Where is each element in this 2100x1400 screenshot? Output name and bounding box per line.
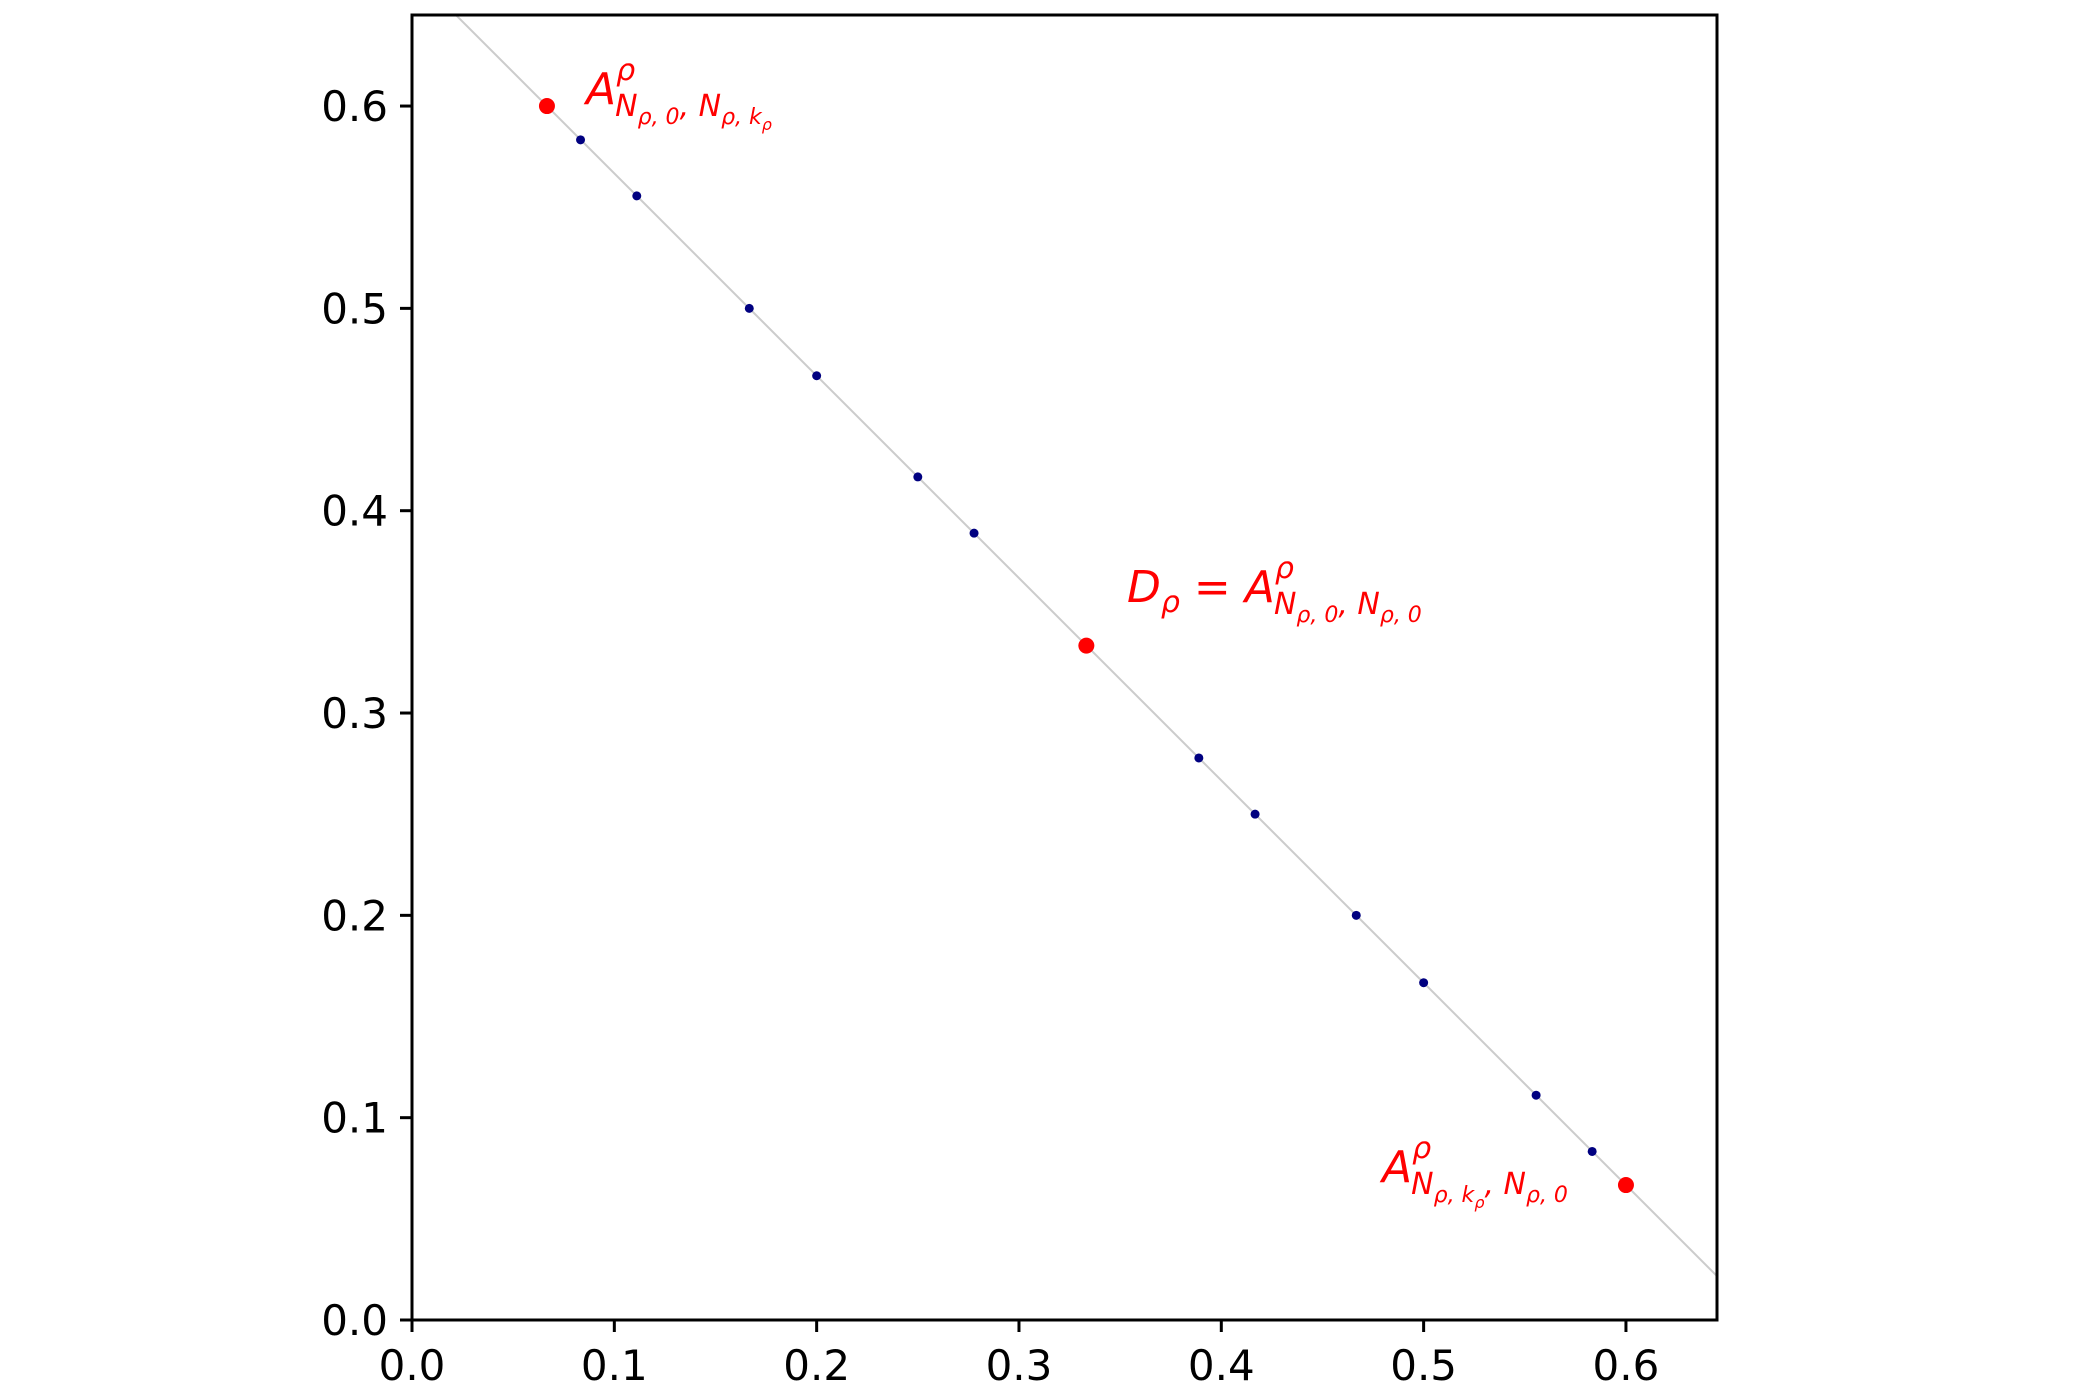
- y-tick-label: 0.1: [321, 1094, 388, 1143]
- highlight-point: [538, 98, 555, 115]
- y-axis: 0.0 0.1 0.2 0.3 0.4 0.5 0.6: [321, 82, 412, 1345]
- small-point: [812, 371, 822, 381]
- x-axis: 0.0 0.1 0.2 0.3 0.4 0.5 0.6: [379, 1320, 1660, 1390]
- y-tick-label: 0.4: [321, 487, 388, 536]
- small-point: [1250, 809, 1260, 819]
- highlight-point: [1078, 637, 1095, 654]
- small-point: [744, 303, 754, 313]
- small-point: [1194, 753, 1204, 763]
- y-tick-label: 0.5: [321, 284, 388, 333]
- small-point: [1531, 1090, 1541, 1100]
- y-tick-label: 0.2: [321, 891, 388, 940]
- x-tick-label: 0.1: [581, 1341, 648, 1390]
- small-point: [969, 528, 979, 538]
- small-point: [632, 191, 642, 201]
- x-tick-label: 0.3: [986, 1341, 1053, 1390]
- small-points-series: [576, 135, 1597, 1156]
- y-tick-label: 0.6: [321, 82, 388, 131]
- plot-frame: [410, 13, 1719, 1322]
- x-tick-label: 0.4: [1188, 1341, 1255, 1390]
- annotation-top-left: Aρ Nρ, 0, Nρ, kρ: [583, 53, 772, 134]
- y-tick-label: 0.0: [321, 1296, 388, 1345]
- x-tick-label: 0.0: [379, 1341, 446, 1390]
- small-point: [1587, 1146, 1597, 1156]
- annotation-center: Dρ = Aρ Nρ, 0, Nρ, 0: [1127, 551, 1422, 628]
- small-point: [1351, 910, 1361, 920]
- small-point: [576, 135, 586, 145]
- highlight-points-series: [538, 98, 1634, 1194]
- y-tick-label: 0.3: [321, 689, 388, 738]
- small-point: [1419, 978, 1429, 988]
- highlight-point: [1617, 1177, 1634, 1194]
- reference-line: [454, 15, 1717, 1278]
- small-point: [913, 472, 923, 482]
- x-tick-label: 0.5: [1390, 1341, 1457, 1390]
- annotation-bottom-right: Aρ Nρ, kρ, Nρ, 0: [1379, 1131, 1568, 1212]
- x-tick-label: 0.2: [783, 1341, 850, 1390]
- x-tick-label: 0.6: [1593, 1341, 1660, 1390]
